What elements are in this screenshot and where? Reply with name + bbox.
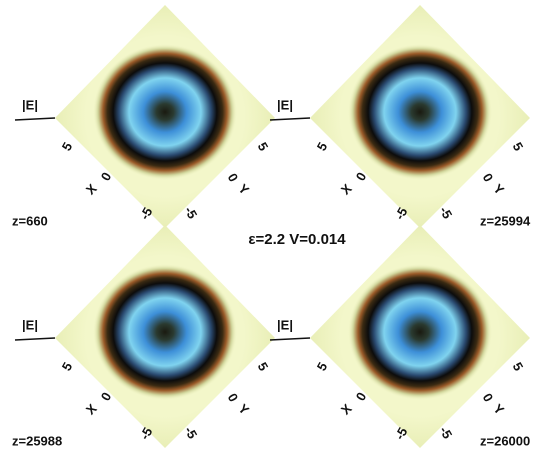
caption: ε=2.2 V=0.014: [248, 231, 346, 248]
y-tick-label: 0: [480, 391, 497, 405]
x-tick-label: 5: [59, 140, 76, 154]
x-axis-label: X: [83, 401, 100, 418]
y-axis-label: Y: [235, 401, 252, 418]
x-axis-label: X: [338, 401, 355, 418]
e-label: |E|: [277, 317, 293, 332]
page: {"caption": "ε=2.2 V=0.014", "panels": […: [0, 0, 539, 449]
x-tick-label: 5: [59, 360, 76, 374]
z-label: z=25988: [12, 433, 62, 448]
y-tick-label: 0: [225, 171, 242, 185]
y-axis-label: Y: [235, 181, 252, 198]
y-tick-label: 5: [255, 140, 272, 154]
y-axis-label: Y: [490, 181, 507, 198]
y-tick-label: 5: [255, 360, 272, 374]
figure: ε=2.2 V=0.014 |E|z=66050-550-5XY|E|z=259…: [0, 0, 539, 449]
z-label: z=660: [12, 213, 48, 228]
x-tick-label: 5: [314, 360, 331, 374]
x-axis-label: X: [83, 181, 100, 198]
e-label: |E|: [22, 317, 38, 332]
x-axis-label: X: [338, 181, 355, 198]
z-label: z=25994: [480, 213, 531, 228]
field-ring: [348, 264, 492, 400]
e-axis: [270, 118, 310, 120]
y-tick-label: 0: [225, 391, 242, 405]
field-ring: [348, 44, 492, 180]
e-axis: [15, 118, 55, 120]
y-tick-label: 5: [510, 140, 527, 154]
z-label: z=26000: [480, 433, 530, 448]
e-label: |E|: [22, 97, 38, 112]
field-ring: [93, 44, 237, 180]
y-tick-label: 5: [510, 360, 527, 374]
e-label: |E|: [277, 97, 293, 112]
e-axis: [270, 338, 310, 340]
y-axis-label: Y: [490, 401, 507, 418]
e-axis: [15, 338, 55, 340]
y-tick-label: 0: [480, 171, 497, 185]
x-tick-label: 5: [314, 140, 331, 154]
field-ring: [93, 264, 237, 400]
